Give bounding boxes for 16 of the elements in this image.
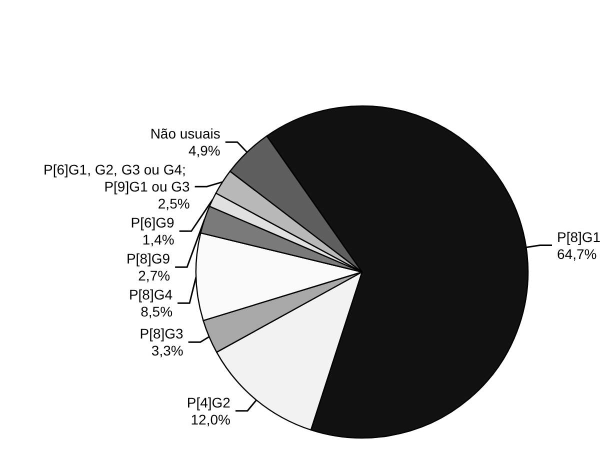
data-label: 2,7% [138, 268, 170, 284]
slice-label: P[6]G1, G2, G3 ou G4; P[9]G1 ou G3 [44, 162, 190, 195]
slice-label: P[6]G9 [130, 214, 175, 231]
slice-label: P[8]G3 [140, 326, 184, 342]
data-label: 8,5% [140, 304, 173, 320]
slice-label: Não usuais [150, 126, 220, 142]
data-label: 4,9% [188, 142, 220, 159]
data-label: 12,0% [190, 411, 230, 428]
data-label: 1,4% [142, 232, 174, 248]
data-label: 64,7% [557, 246, 597, 262]
slice-label: P[8]G1 [557, 228, 601, 245]
slice-label: P[8]G4 [128, 286, 173, 303]
slice-label: P[8]G9 [126, 250, 170, 267]
slice-label: P[4]G2 [186, 394, 231, 410]
data-label: 3,3% [151, 342, 184, 359]
data-label: 2,5% [158, 196, 190, 212]
